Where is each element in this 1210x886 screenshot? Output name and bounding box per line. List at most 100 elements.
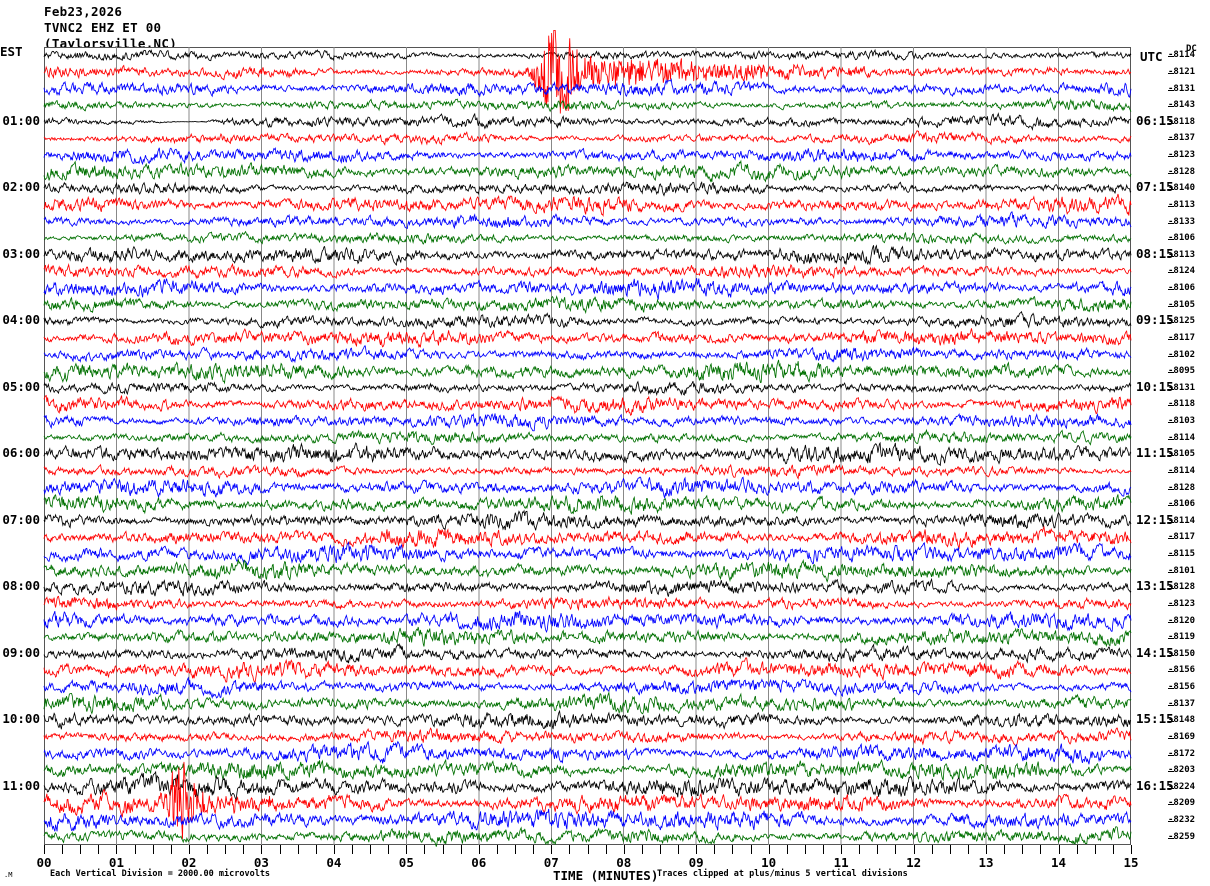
seismic-trace (44, 232, 1131, 244)
x-axis-tick-label: 15 (1123, 855, 1139, 870)
x-axis-minor-tick (297, 845, 299, 854)
dc-value: -8143 (1168, 100, 1196, 111)
dc-value: -8150 (1168, 648, 1196, 659)
dc-tick-dash (1168, 405, 1174, 407)
dc-tick-dash (1168, 156, 1174, 158)
seismic-trace (44, 161, 1131, 182)
seismic-trace (44, 579, 1131, 596)
x-axis-major-tick (696, 845, 698, 854)
dc-value: -8209 (1168, 798, 1196, 809)
dc-tick-dash (1168, 588, 1174, 590)
dc-value: -8128 (1168, 166, 1196, 177)
dc-value: -8117 (1168, 332, 1196, 343)
x-axis-minor-tick (1022, 845, 1024, 854)
dc-value: -8156 (1168, 682, 1196, 693)
x-axis-tick-label: 08 (616, 855, 632, 870)
dc-tick-dash (1168, 272, 1174, 274)
dc-tick-dash (1168, 621, 1174, 623)
seismic-trace (44, 627, 1131, 646)
dc-value: -8121 (1168, 66, 1196, 77)
dc-value: -8123 (1168, 150, 1196, 161)
right-time-label: 06:15 (1136, 112, 1174, 128)
dc-value: -8120 (1168, 615, 1196, 626)
dc-tick-dash (1168, 106, 1174, 108)
seismic-trace (44, 760, 1131, 780)
left-time-label: 11:00 (2, 777, 40, 793)
x-axis-major-tick (623, 845, 625, 854)
x-axis-minor-tick (967, 845, 969, 854)
seismic-trace (44, 527, 1131, 548)
dc-tick-dash (1168, 222, 1174, 224)
dc-value: -8259 (1168, 831, 1196, 842)
dc-value: -8114 (1168, 432, 1196, 443)
right-time-label: 07:15 (1136, 179, 1174, 194)
dc-value: -8118 (1168, 399, 1196, 410)
x-axis-tick-label: 11 (833, 855, 849, 870)
dc-value: -8124 (1168, 266, 1196, 277)
seismic-trace (44, 678, 1131, 698)
x-axis-tick-label: 13 (978, 855, 994, 870)
x-axis-tick-label: 12 (906, 855, 922, 870)
dc-tick-dash (1168, 139, 1174, 141)
x-axis-major-tick (551, 845, 553, 854)
x-axis-minor-tick (98, 845, 100, 854)
x-axis-tick-label: 05 (398, 855, 414, 870)
x-axis-minor-tick (243, 845, 245, 854)
dc-value: -8113 (1168, 249, 1196, 260)
dc-tick-dash (1168, 338, 1174, 340)
dc-value: -8101 (1168, 565, 1196, 576)
dc-value: -8118 (1168, 116, 1196, 127)
dc-tick-dash (1168, 122, 1174, 124)
x-axis-minor-tick (714, 845, 716, 854)
dc-value: -8131 (1168, 83, 1196, 94)
x-axis-minor-tick (823, 845, 825, 854)
dc-tick-dash (1168, 438, 1174, 440)
seismic-trace (44, 30, 1131, 113)
x-axis-minor-tick (62, 845, 64, 854)
dc-value: -8125 (1168, 316, 1196, 327)
dc-value: -8137 (1168, 698, 1196, 709)
seismic-trace (44, 728, 1131, 746)
dc-value: -8133 (1168, 216, 1196, 227)
right-time-label: 13:15 (1136, 578, 1174, 593)
left-time-label: 05:00 (2, 378, 40, 394)
x-axis-major-tick (44, 845, 45, 854)
x-axis-major-tick (188, 845, 190, 854)
dc-tick-dash (1168, 355, 1174, 357)
x-axis-minor-tick (134, 845, 136, 854)
dc-tick-dash (1168, 521, 1174, 523)
seismic-trace (44, 212, 1131, 229)
dc-value: -8232 (1168, 815, 1196, 826)
dc-tick-dash (1168, 72, 1174, 74)
right-time-label: 10:15 (1136, 378, 1174, 394)
seismic-trace (44, 79, 1131, 97)
x-axis-minor-tick (388, 845, 390, 854)
dc-value: -8169 (1168, 731, 1196, 742)
dc-tick-dash (1168, 289, 1174, 291)
dc-tick-dash (1168, 172, 1174, 174)
x-axis-minor-tick (170, 845, 172, 854)
dc-value: -8114 (1168, 465, 1196, 476)
seismic-trace (44, 182, 1131, 195)
x-axis-minor-tick (678, 845, 680, 854)
dc-value: -8114 (1168, 50, 1196, 61)
header-date: Feb23,2026 (44, 4, 123, 19)
x-axis-minor-tick (496, 845, 498, 854)
x-axis-minor-tick (859, 845, 861, 854)
right-time-label: 11:15 (1136, 445, 1174, 460)
seismic-trace (44, 762, 1131, 839)
x-axis-minor-tick (1040, 845, 1042, 854)
dc-tick-dash (1168, 638, 1174, 640)
dc-value: -8131 (1168, 382, 1196, 393)
dc-tick-dash (1168, 305, 1174, 307)
right-time-label: 14:15 (1136, 644, 1174, 660)
x-axis-minor-tick (279, 845, 281, 854)
dc-tick-dash (1168, 239, 1174, 241)
left-time-label: 08:00 (2, 578, 40, 593)
footer-clip-note: Traces clipped at plus/minus 5 vertical … (657, 869, 908, 879)
x-axis-minor-tick (315, 845, 317, 854)
left-time-label: 02:00 (2, 179, 40, 194)
x-axis-major-tick (333, 845, 335, 854)
dc-tick-dash (1168, 505, 1174, 507)
x-axis-minor-tick (732, 845, 734, 854)
